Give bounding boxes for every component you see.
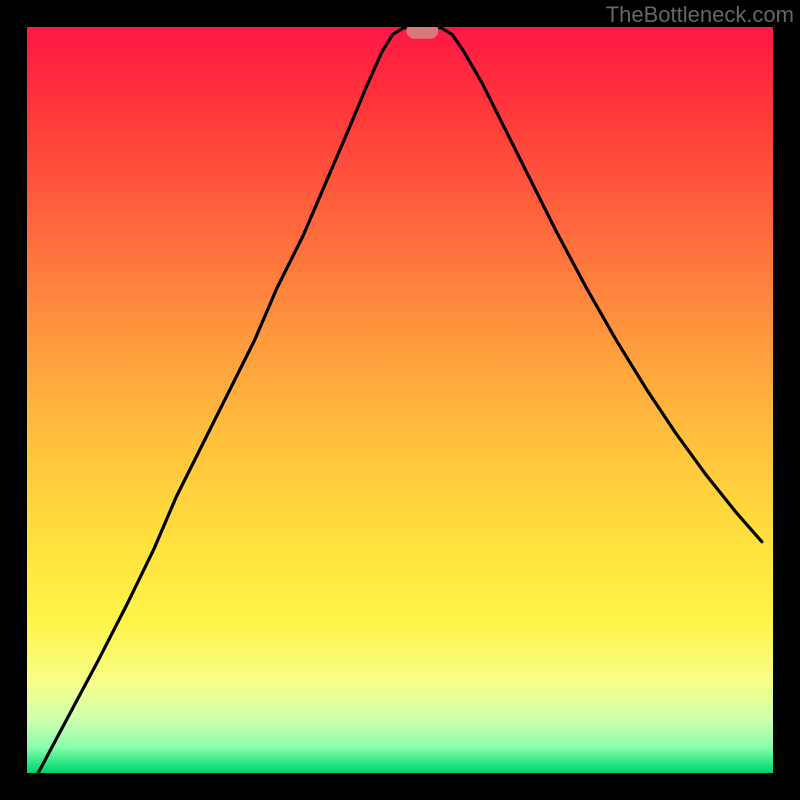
chart-svg [0,0,800,800]
chart-background-gradient [27,27,773,773]
attribution-label: TheBottleneck.com [606,2,794,28]
bottleneck-chart: TheBottleneck.com [0,0,800,800]
